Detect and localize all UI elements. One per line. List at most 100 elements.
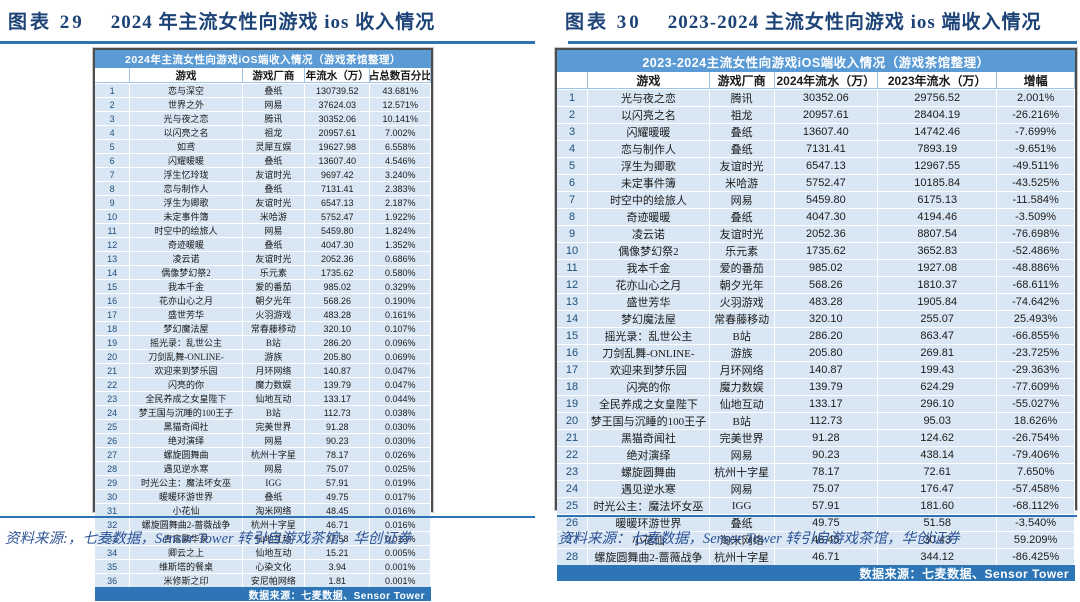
rank-cell: 10 [557, 243, 589, 259]
table-cell: 闪耀暖暖 [588, 124, 710, 140]
table-cell: B站 [243, 336, 305, 349]
table-row: 22 闪亮的你 魔力数娱 139.79 0.047% [95, 377, 431, 391]
rank-cell: 18 [557, 379, 589, 395]
table-cell: 盛世芳华 [130, 308, 243, 321]
table-header-row: 游戏 游戏厂商 2024年流水（万） 2023年流水（万） 增幅 [557, 72, 1075, 89]
table-cell: 7.650% [997, 464, 1075, 480]
rank-cell: 22 [95, 378, 131, 391]
table-cell: 网易 [710, 192, 775, 208]
table-cell: 130739.52 [305, 84, 371, 97]
table-row: 1 恋与深空 叠纸 130739.52 43.681% [95, 83, 431, 97]
rank-cell: 7 [557, 192, 589, 208]
rank-cell: 13 [557, 294, 589, 310]
rank-cell: 23 [95, 392, 131, 405]
table-cell: 闪亮的你 [588, 379, 710, 395]
table-cell: 网易 [243, 98, 305, 111]
table-cell: 0.329% [370, 280, 431, 293]
table-cell: 仙地互动 [710, 396, 775, 412]
table-cell: 0.047% [370, 378, 431, 391]
table-cell: 梦王国与沉睡的100王子 [130, 406, 243, 419]
table-cell: 6175.13 [878, 192, 998, 208]
table-cell: 1.352% [370, 238, 431, 251]
table-cell: 985.02 [775, 260, 879, 276]
table-cell: 时空中的绘旅人 [588, 192, 710, 208]
table-cell: 时空中的绘旅人 [130, 224, 243, 237]
table-cell: 朝夕光年 [243, 294, 305, 307]
table-cell: 91.28 [305, 420, 371, 433]
table-cell: 魔力数娱 [710, 379, 775, 395]
table-cell: 常春藤移动 [710, 311, 775, 327]
rank-cell: 24 [557, 481, 589, 497]
figure-30-footnote: 资料来源：七麦数据，Sensor Tower 转引自游戏茶馆，华创证券 [558, 531, 960, 547]
figure-30-caption-label: 图表 30 [565, 12, 642, 33]
table-cell: 344.12 [878, 549, 998, 565]
table-source-bar: 数据来源：七麦数据、Sensor Tower [95, 587, 431, 602]
table-row: 24 梦王国与沉睡的100王子 B站 112.73 0.038% [95, 405, 431, 419]
table-cell: 48.45 [305, 504, 371, 517]
table-cell: 完美世界 [243, 420, 305, 433]
table-cell: 网易 [710, 481, 775, 497]
table-cell: 0.017% [370, 490, 431, 503]
table-cell: 43.681% [370, 84, 431, 97]
table-cell: 米哈游 [710, 175, 775, 191]
table-cell: 腾讯 [243, 112, 305, 125]
table-cell: 205.80 [775, 345, 879, 361]
table-cell: 37.58 [305, 532, 371, 545]
figure-30-caption: 图表 30 2023-2024 主流女性向游戏 ios 端收入情况 [565, 7, 1042, 34]
rank-cell: 34 [95, 546, 131, 559]
table-row: 27 小花仙 淘米网络 48.45 30.43 59.209% [557, 531, 1075, 548]
table-row: 10 偶像梦幻祭2 乐元素 1735.62 3652.83 -52.486% [557, 242, 1075, 259]
rank-cell: 33 [95, 532, 131, 545]
table-cell: 网易 [243, 434, 305, 447]
rank-cell: 20 [95, 350, 131, 363]
table-cell: 友谊时光 [243, 252, 305, 265]
table-row: 3 闪耀暖暖 叠纸 13607.40 14742.46 -7.699% [557, 123, 1075, 140]
table-cell: 8807.54 [878, 226, 998, 242]
table-cell: 0.190% [370, 294, 431, 307]
table-cell: 螺旋圆舞曲 [130, 448, 243, 461]
table-cell: 4.546% [370, 154, 431, 167]
table-cell: 568.26 [775, 277, 879, 293]
table-cell: -7.699% [997, 124, 1075, 140]
rank-cell: 3 [557, 124, 589, 140]
table-cell: 仙地互动 [243, 392, 305, 405]
rank-cell: 6 [95, 154, 131, 167]
table-cell: 72.61 [878, 464, 998, 480]
revenue-table-2024: 2024年主流女性向游戏iOS端收入情况（游戏茶馆整理） 游戏 游戏厂商 年流水（万… [93, 48, 433, 602]
table-row: 31 小花仙 淘米网络 48.45 0.016% [95, 503, 431, 517]
table-cell: 112.73 [775, 413, 879, 429]
table-row: 7 浮生忆玲珑 友谊时光 9697.42 3.240% [95, 167, 431, 181]
rank-cell: 22 [557, 447, 589, 463]
table-cell: 18.626% [997, 413, 1075, 429]
figure-bottom-rule-left [0, 516, 535, 518]
rank-cell: 15 [95, 280, 131, 293]
table-cell: 46.71 [305, 518, 371, 531]
column-header: 占总数百分比 [370, 68, 431, 83]
rank-cell: 30 [95, 490, 131, 503]
table-cell: 网易 [710, 447, 775, 463]
table-cell: 淘米网络 [243, 504, 305, 517]
table-cell: 浮生为卿歌 [588, 158, 710, 174]
rank-cell: 19 [95, 336, 131, 349]
table-cell: 火羽游戏 [243, 308, 305, 321]
table-row: 34 卿云之上 仙地互动 15.21 0.005% [95, 545, 431, 559]
table-row: 17 欢迎来到梦乐园 月环网络 140.87 199.43 -29.363% [557, 361, 1075, 378]
table-cell: 绝对演绎 [588, 447, 710, 463]
table-row: 27 螺旋圆舞曲 杭州十字星 78.17 0.026% [95, 447, 431, 461]
table-cell: -26.754% [997, 430, 1075, 446]
table-cell: 网易 [243, 224, 305, 237]
table-row: 5 如鸢 灵犀互娱 19627.98 6.558% [95, 139, 431, 153]
table-row: 24 遇见逆水寒 网易 75.07 176.47 -57.458% [557, 480, 1075, 497]
table-cell: 5459.80 [775, 192, 879, 208]
table-cell: 月环网络 [243, 364, 305, 377]
table-row: 3 光与夜之恋 腾讯 30352.06 10.141% [95, 111, 431, 125]
table-cell: 叠纸 [243, 154, 305, 167]
table-row: 28 螺旋圆舞曲2-蔷薇战争 杭州十字星 46.71 344.12 -86.425% [557, 548, 1075, 565]
rank-cell: 3 [95, 112, 131, 125]
table-cell: 遇见逆水寒 [588, 481, 710, 497]
table-header-row: 游戏 游戏厂商 年流水（万） 占总数百分比 [95, 68, 431, 83]
table-row: 16 刀剑乱舞-ONLINE- 游族 205.80 269.81 -23.725% [557, 344, 1075, 361]
table-cell: 0.001% [370, 574, 431, 587]
table-row: 23 螺旋圆舞曲 杭州十字星 78.17 72.61 7.650% [557, 463, 1075, 480]
caption-divider-right [568, 41, 1077, 44]
